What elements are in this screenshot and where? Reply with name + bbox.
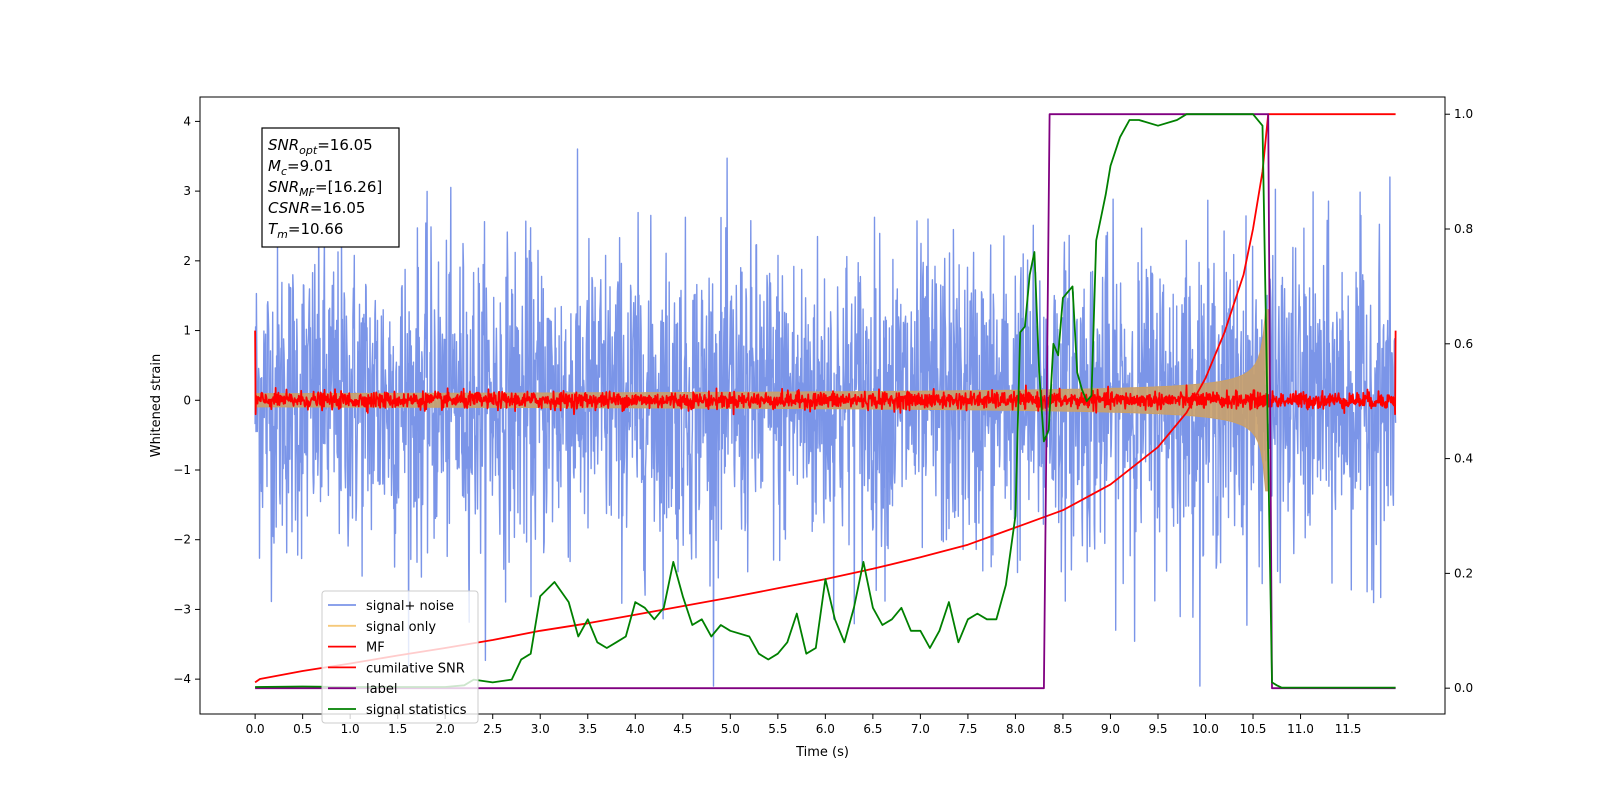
- axes: 0.0 0.5 1.0 1.5 2.0 2.5 3.0 3.5 4.0 4.5 5.0 5.5 6.0 6…: [173, 96, 1473, 736]
- x-tick-label: 6.0: [816, 722, 835, 736]
- legend-label: signal statistics: [366, 703, 467, 718]
- y2-tick-label: 0.6: [1454, 337, 1473, 351]
- x-tick-label: 11.5: [1335, 722, 1362, 736]
- info-value: =9.01: [287, 157, 333, 175]
- x-tick-label: 4.5: [673, 722, 692, 736]
- legend: signal+ noise signal only MF cumilative SNR…: [321, 590, 479, 724]
- x-tick-label: 8.5: [1053, 722, 1072, 736]
- x-tick-label: 10.0: [1192, 722, 1219, 736]
- info-symbol: SNR: [268, 178, 299, 196]
- x-tick-label: 0.5: [293, 722, 312, 736]
- info-symbol: CSNR: [268, 199, 310, 217]
- x-tick-label: 3.5: [578, 722, 597, 736]
- info-value: =10.66: [288, 220, 344, 238]
- x-tick-label: 7.0: [911, 722, 930, 736]
- legend-label: signal+ noise: [366, 599, 454, 614]
- info-symbol: SNR: [268, 136, 299, 154]
- y2-tick-label: 1.0: [1454, 107, 1473, 121]
- info-subscript: c: [281, 165, 287, 178]
- info-value: =16.05: [317, 136, 373, 154]
- info-line: Mc=9.01: [268, 157, 333, 178]
- x-tick-label: 1.0: [341, 722, 360, 736]
- x-axis-label: Time (s): [795, 745, 849, 760]
- info-subscript: opt: [299, 144, 318, 157]
- y-tick-label: 3: [183, 184, 191, 198]
- y2-tick-label: 0.0: [1454, 681, 1473, 695]
- x-tick-label: 5.0: [721, 722, 740, 736]
- x-tick-label: 4.0: [626, 722, 645, 736]
- legend-label: label: [366, 682, 397, 697]
- info-subscript: m: [277, 228, 288, 241]
- legend-frame: [321, 590, 479, 724]
- x-tick-label: 11.0: [1287, 722, 1314, 736]
- y-tick-label: 4: [183, 114, 191, 128]
- y2-tick-label: 0.4: [1454, 452, 1473, 466]
- legend-label: cumilative SNR: [366, 661, 465, 676]
- y-tick-label: 2: [183, 254, 191, 268]
- info-symbol: M: [268, 157, 281, 175]
- y-tick-label: −2: [173, 533, 191, 547]
- axes-frame: [199, 96, 1446, 715]
- y-tick-label: −4: [173, 672, 191, 686]
- info-line: SNRMF=[16.26]: [268, 178, 382, 199]
- y2-tick-label: 0.2: [1454, 566, 1473, 580]
- info-line: Tm=10.66: [268, 220, 343, 241]
- x-tick-label: 1.5: [388, 722, 407, 736]
- series-mf: [254, 330, 1397, 416]
- legend-label: signal only: [366, 620, 436, 635]
- x-tick-label: 3.0: [531, 722, 550, 736]
- x-tick-label: 2.5: [483, 722, 502, 736]
- info-value: =[16.26]: [315, 178, 382, 196]
- y2-tick-label: 0.8: [1454, 222, 1473, 236]
- legend-label: MF: [366, 641, 385, 656]
- info-line: SNRopt=16.05: [268, 136, 373, 157]
- info-subscript: MF: [299, 186, 315, 199]
- x-tick-label: 9.5: [1148, 722, 1167, 736]
- x-tick-label: 2.0: [436, 722, 455, 736]
- x-tick-label: 7.5: [958, 722, 977, 736]
- info-box: SNRopt=16.05Mc=9.01SNRMF=[16.26]CSNR=16.…: [261, 127, 400, 248]
- series-signal-statistics: [255, 113, 1396, 689]
- y-tick-label: 1: [183, 324, 191, 338]
- y-tick-label: 0: [183, 393, 191, 407]
- x-tick-label: 5.5: [768, 722, 787, 736]
- x-tick-label: 9.0: [1101, 722, 1120, 736]
- info-symbol: T: [268, 220, 279, 238]
- x-tick-label: 6.5: [863, 722, 882, 736]
- info-line: CSNR=16.05: [268, 199, 365, 217]
- y-axis-label: Whitened strain: [149, 354, 164, 457]
- x-tick-label: 8.0: [1006, 722, 1025, 736]
- y-tick-label: −3: [173, 602, 191, 616]
- series-signal-noise: [254, 148, 1397, 687]
- x-tick-label: 10.5: [1240, 722, 1267, 736]
- info-value: =16.05: [310, 199, 366, 217]
- y-tick-label: −1: [173, 463, 191, 477]
- x-tick-label: 0.0: [246, 722, 265, 736]
- info-box-frame: [261, 127, 400, 248]
